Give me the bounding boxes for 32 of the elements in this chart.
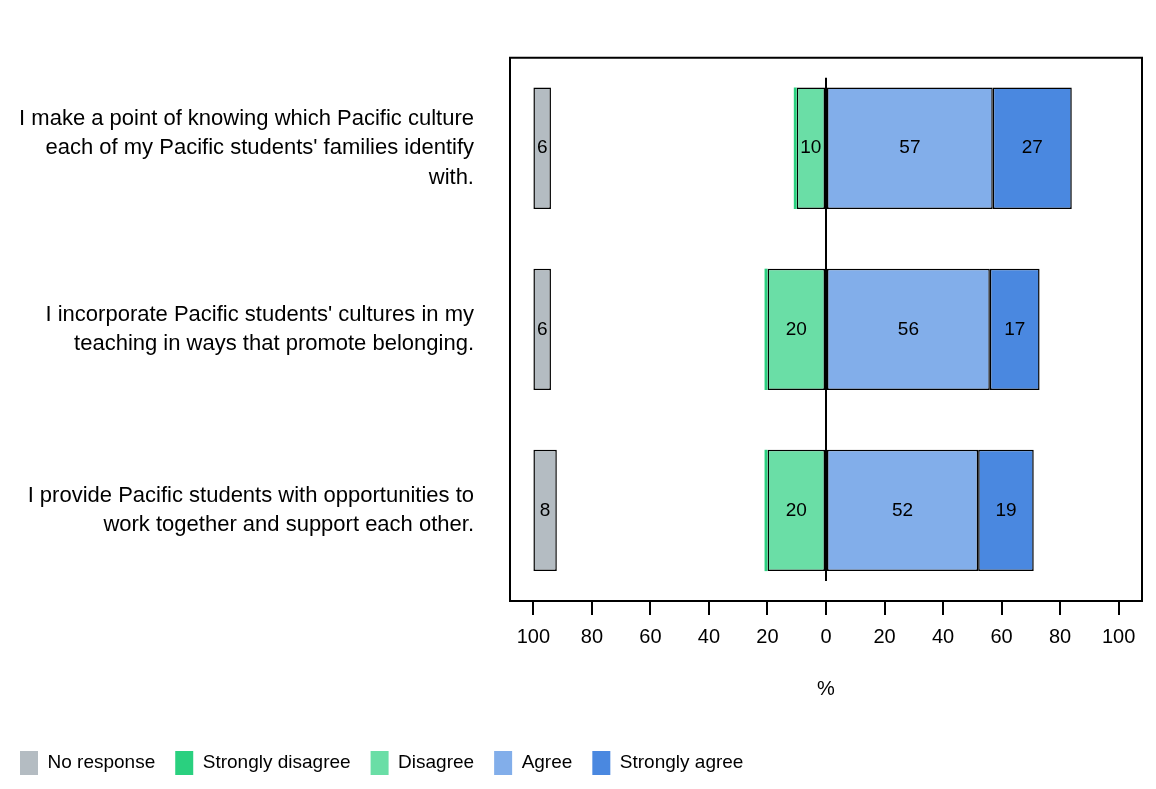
x-tick-label: 40 <box>697 624 721 647</box>
x-tick-label: 40 <box>931 624 955 647</box>
x-tick-label: 80 <box>580 624 604 647</box>
legend-label: No response <box>47 751 156 773</box>
data-label: 17 <box>1004 317 1026 339</box>
y-tick-label: I provide Pacific students with opportunities to work together and support each other. <box>27 481 474 537</box>
x-tick-label: 20 <box>756 624 779 647</box>
y-tick-label: I make a point of knowing which Pacific culture each of my Pacific students' families identify with. <box>19 104 474 190</box>
y-tick-label: I incorporate Pacific students' cultures in my teaching in ways that promote belonging. <box>45 300 474 356</box>
data-label: 52 <box>892 498 914 520</box>
data-label: 19 <box>995 498 1017 520</box>
x-tick-label: 100 <box>516 624 551 647</box>
x-tick-label: 80 <box>1048 624 1072 647</box>
data-label: 10 <box>800 136 822 158</box>
x-tick-label: 100 <box>1101 624 1136 647</box>
data-label: 27 <box>1021 136 1043 158</box>
legend-label: Disagree <box>398 751 475 773</box>
data-label: 6 <box>536 317 548 339</box>
data-label: 56 <box>897 317 919 339</box>
x-tick-label: 20 <box>873 624 896 647</box>
legend-label: Agree <box>521 751 573 773</box>
x-tick-label: 60 <box>639 624 662 647</box>
legend-label: Strongly agree <box>619 751 744 773</box>
data-label: 8 <box>539 498 551 520</box>
legend-label: Strongly disagree <box>202 751 351 773</box>
data-label: 6 <box>536 136 548 158</box>
data-label: 20 <box>785 317 807 339</box>
x-tick-label: 0 <box>820 624 832 647</box>
data-label: 20 <box>785 498 807 520</box>
data-label: 57 <box>899 136 921 158</box>
x-tick-label: 60 <box>990 624 1013 647</box>
x-axis-title: % <box>817 676 836 699</box>
